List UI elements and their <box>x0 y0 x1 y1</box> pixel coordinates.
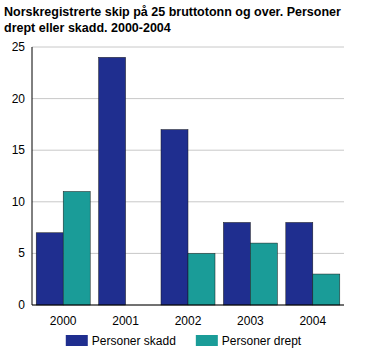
grid-line <box>32 47 344 48</box>
y-axis <box>32 47 33 305</box>
y-tick-label: 5 <box>18 246 25 260</box>
legend-swatch <box>66 335 88 346</box>
legend: Personer skadd Personer drept <box>66 334 302 348</box>
legend-label: Personer skadd <box>92 334 176 348</box>
x-tick-label: 2002 <box>175 314 202 328</box>
x-tick-label: 2003 <box>237 314 264 328</box>
bar <box>161 130 188 305</box>
bar <box>313 274 340 305</box>
y-tick-label: 15 <box>12 143 26 157</box>
title-line: drept eller skadd. 2000-2004 <box>4 21 171 35</box>
chart: Norskregistrerte skip på 25 bruttotonn o… <box>0 0 367 358</box>
bar <box>250 243 277 305</box>
x-tick-label: 2001 <box>112 314 139 328</box>
x-tick-label: 2004 <box>299 314 326 328</box>
y-tick-label: 20 <box>12 92 26 106</box>
bar <box>99 57 126 305</box>
y-tick-label: 10 <box>12 195 26 209</box>
bar <box>286 222 313 305</box>
grid-line <box>32 98 344 99</box>
bar <box>63 191 90 305</box>
title-line: Norskregistrerte skip på 25 bruttotonn o… <box>4 5 341 19</box>
x-axis <box>32 305 344 306</box>
legend-swatch <box>196 335 218 346</box>
bar <box>223 222 250 305</box>
bar <box>36 233 63 305</box>
y-tick-label: 25 <box>12 40 26 54</box>
y-tick-label: 0 <box>18 298 25 312</box>
title: Norskregistrerte skip på 25 bruttotonn o… <box>4 5 341 35</box>
grid-line <box>32 305 344 306</box>
bar <box>188 253 215 305</box>
legend-label: Personer drept <box>222 334 302 348</box>
x-tick-label: 2000 <box>50 314 77 328</box>
